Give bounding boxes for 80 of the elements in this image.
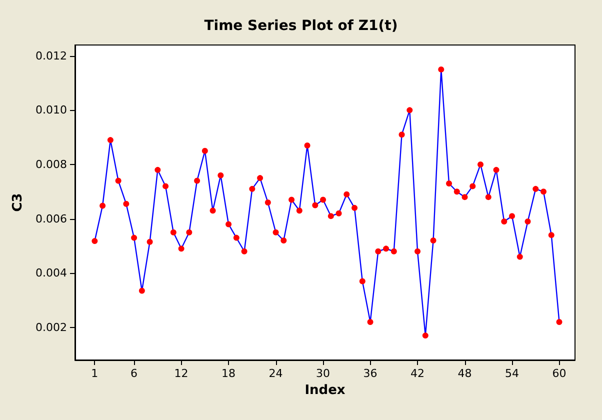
x-tick-label: 42: [410, 367, 425, 380]
x-tick-label: 18: [222, 367, 236, 380]
point: [170, 229, 176, 236]
point: [470, 183, 476, 190]
point: [532, 186, 539, 192]
y-tick-label: 0.008: [36, 158, 67, 171]
point: [218, 172, 224, 178]
point: [336, 210, 342, 216]
x-tick-label: 60: [552, 367, 566, 380]
point: [446, 180, 452, 186]
point: [264, 200, 271, 206]
point: [352, 204, 358, 211]
y-tick-label: 0.012: [36, 49, 67, 62]
x-tick-label: 24: [268, 367, 283, 380]
y-tick-label: 0.010: [36, 104, 67, 117]
x-tick-label: 54: [505, 367, 520, 380]
point: [304, 142, 310, 148]
point: [524, 218, 531, 225]
point: [131, 234, 138, 241]
x-tick-label: 12: [174, 367, 188, 380]
point: [288, 196, 295, 203]
point: [414, 248, 421, 254]
point: [249, 186, 256, 192]
point: [146, 238, 153, 245]
x-tick-label: 6: [130, 367, 138, 380]
point: [430, 238, 436, 244]
point: [485, 194, 492, 200]
point: [493, 166, 500, 173]
point: [178, 246, 184, 252]
x-tick-label: 48: [458, 367, 472, 380]
point: [280, 238, 287, 244]
point: [478, 161, 484, 168]
point: [210, 208, 216, 214]
x-tick-label: 36: [363, 367, 378, 380]
point: [422, 332, 428, 339]
point: [320, 196, 326, 203]
point: [233, 234, 240, 241]
point: [138, 288, 145, 294]
y-tick-label: 0.004: [36, 266, 67, 280]
point: [383, 246, 390, 252]
x-tick-label: 1: [91, 367, 98, 380]
point: [312, 202, 318, 208]
point: [438, 66, 444, 72]
x-tick-label: 30: [316, 367, 330, 380]
point: [359, 278, 366, 284]
point: [462, 194, 468, 200]
point: [501, 218, 508, 225]
y-tick-label: 0.006: [36, 212, 67, 226]
point: [92, 238, 98, 244]
point: [194, 178, 200, 184]
point: [226, 221, 232, 228]
chart-title: Time Series Plot of Z1(t): [204, 18, 398, 34]
point: [367, 318, 374, 325]
point: [241, 248, 248, 254]
point: [406, 107, 413, 114]
point: [540, 188, 547, 195]
y-axis-title: C3: [10, 193, 26, 212]
point: [272, 229, 279, 236]
point: [548, 232, 554, 238]
point: [454, 188, 460, 195]
point: [162, 183, 169, 190]
point: [328, 213, 334, 220]
point: [202, 148, 208, 154]
point: [123, 200, 130, 207]
point: [296, 208, 302, 214]
point: [344, 191, 350, 198]
point: [100, 202, 106, 209]
point: [556, 318, 562, 325]
point: [115, 178, 122, 184]
y-tick-label: 0.002: [36, 320, 67, 334]
point: [375, 248, 382, 254]
point: [257, 175, 264, 182]
point: [107, 137, 114, 144]
point: [390, 248, 397, 254]
x-axis-title: Index: [304, 383, 346, 398]
point: [398, 132, 405, 138]
point: [186, 229, 192, 236]
point: [516, 254, 523, 260]
point: [154, 166, 161, 173]
point: [509, 213, 516, 220]
